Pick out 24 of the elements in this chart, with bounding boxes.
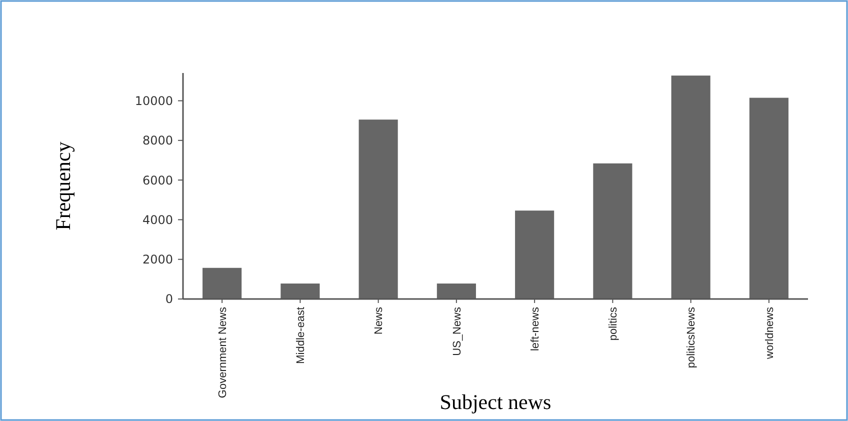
bar (671, 76, 710, 299)
bar (515, 210, 554, 299)
x-tick-label: politicsNews (686, 306, 698, 368)
y-tick-label: 2000 (142, 252, 173, 267)
bar (436, 284, 476, 299)
x-tick-label: worldnews (764, 306, 776, 360)
x-tick-label: US_News (451, 306, 464, 356)
x-tick-label: Middle-east (295, 307, 308, 364)
y-tick-label: 10000 (134, 94, 173, 108)
x-tick-label: Government News (216, 306, 229, 398)
y-tick-label: 6000 (142, 173, 173, 188)
bar (202, 268, 242, 299)
x-tick-label: politics (608, 306, 620, 341)
x-axis-title: Subject news (440, 390, 552, 414)
x-tick-label: left-news (529, 306, 542, 352)
y-tick-label: 0 (165, 292, 173, 306)
y-tick-label: 4000 (142, 212, 173, 227)
bar (358, 120, 398, 299)
bar (593, 163, 632, 299)
y-axis-title: Frequency (51, 141, 75, 230)
bar (749, 98, 788, 299)
y-tick-label: 8000 (142, 134, 173, 148)
bar (280, 284, 320, 299)
x-tick-label: News (373, 306, 386, 335)
